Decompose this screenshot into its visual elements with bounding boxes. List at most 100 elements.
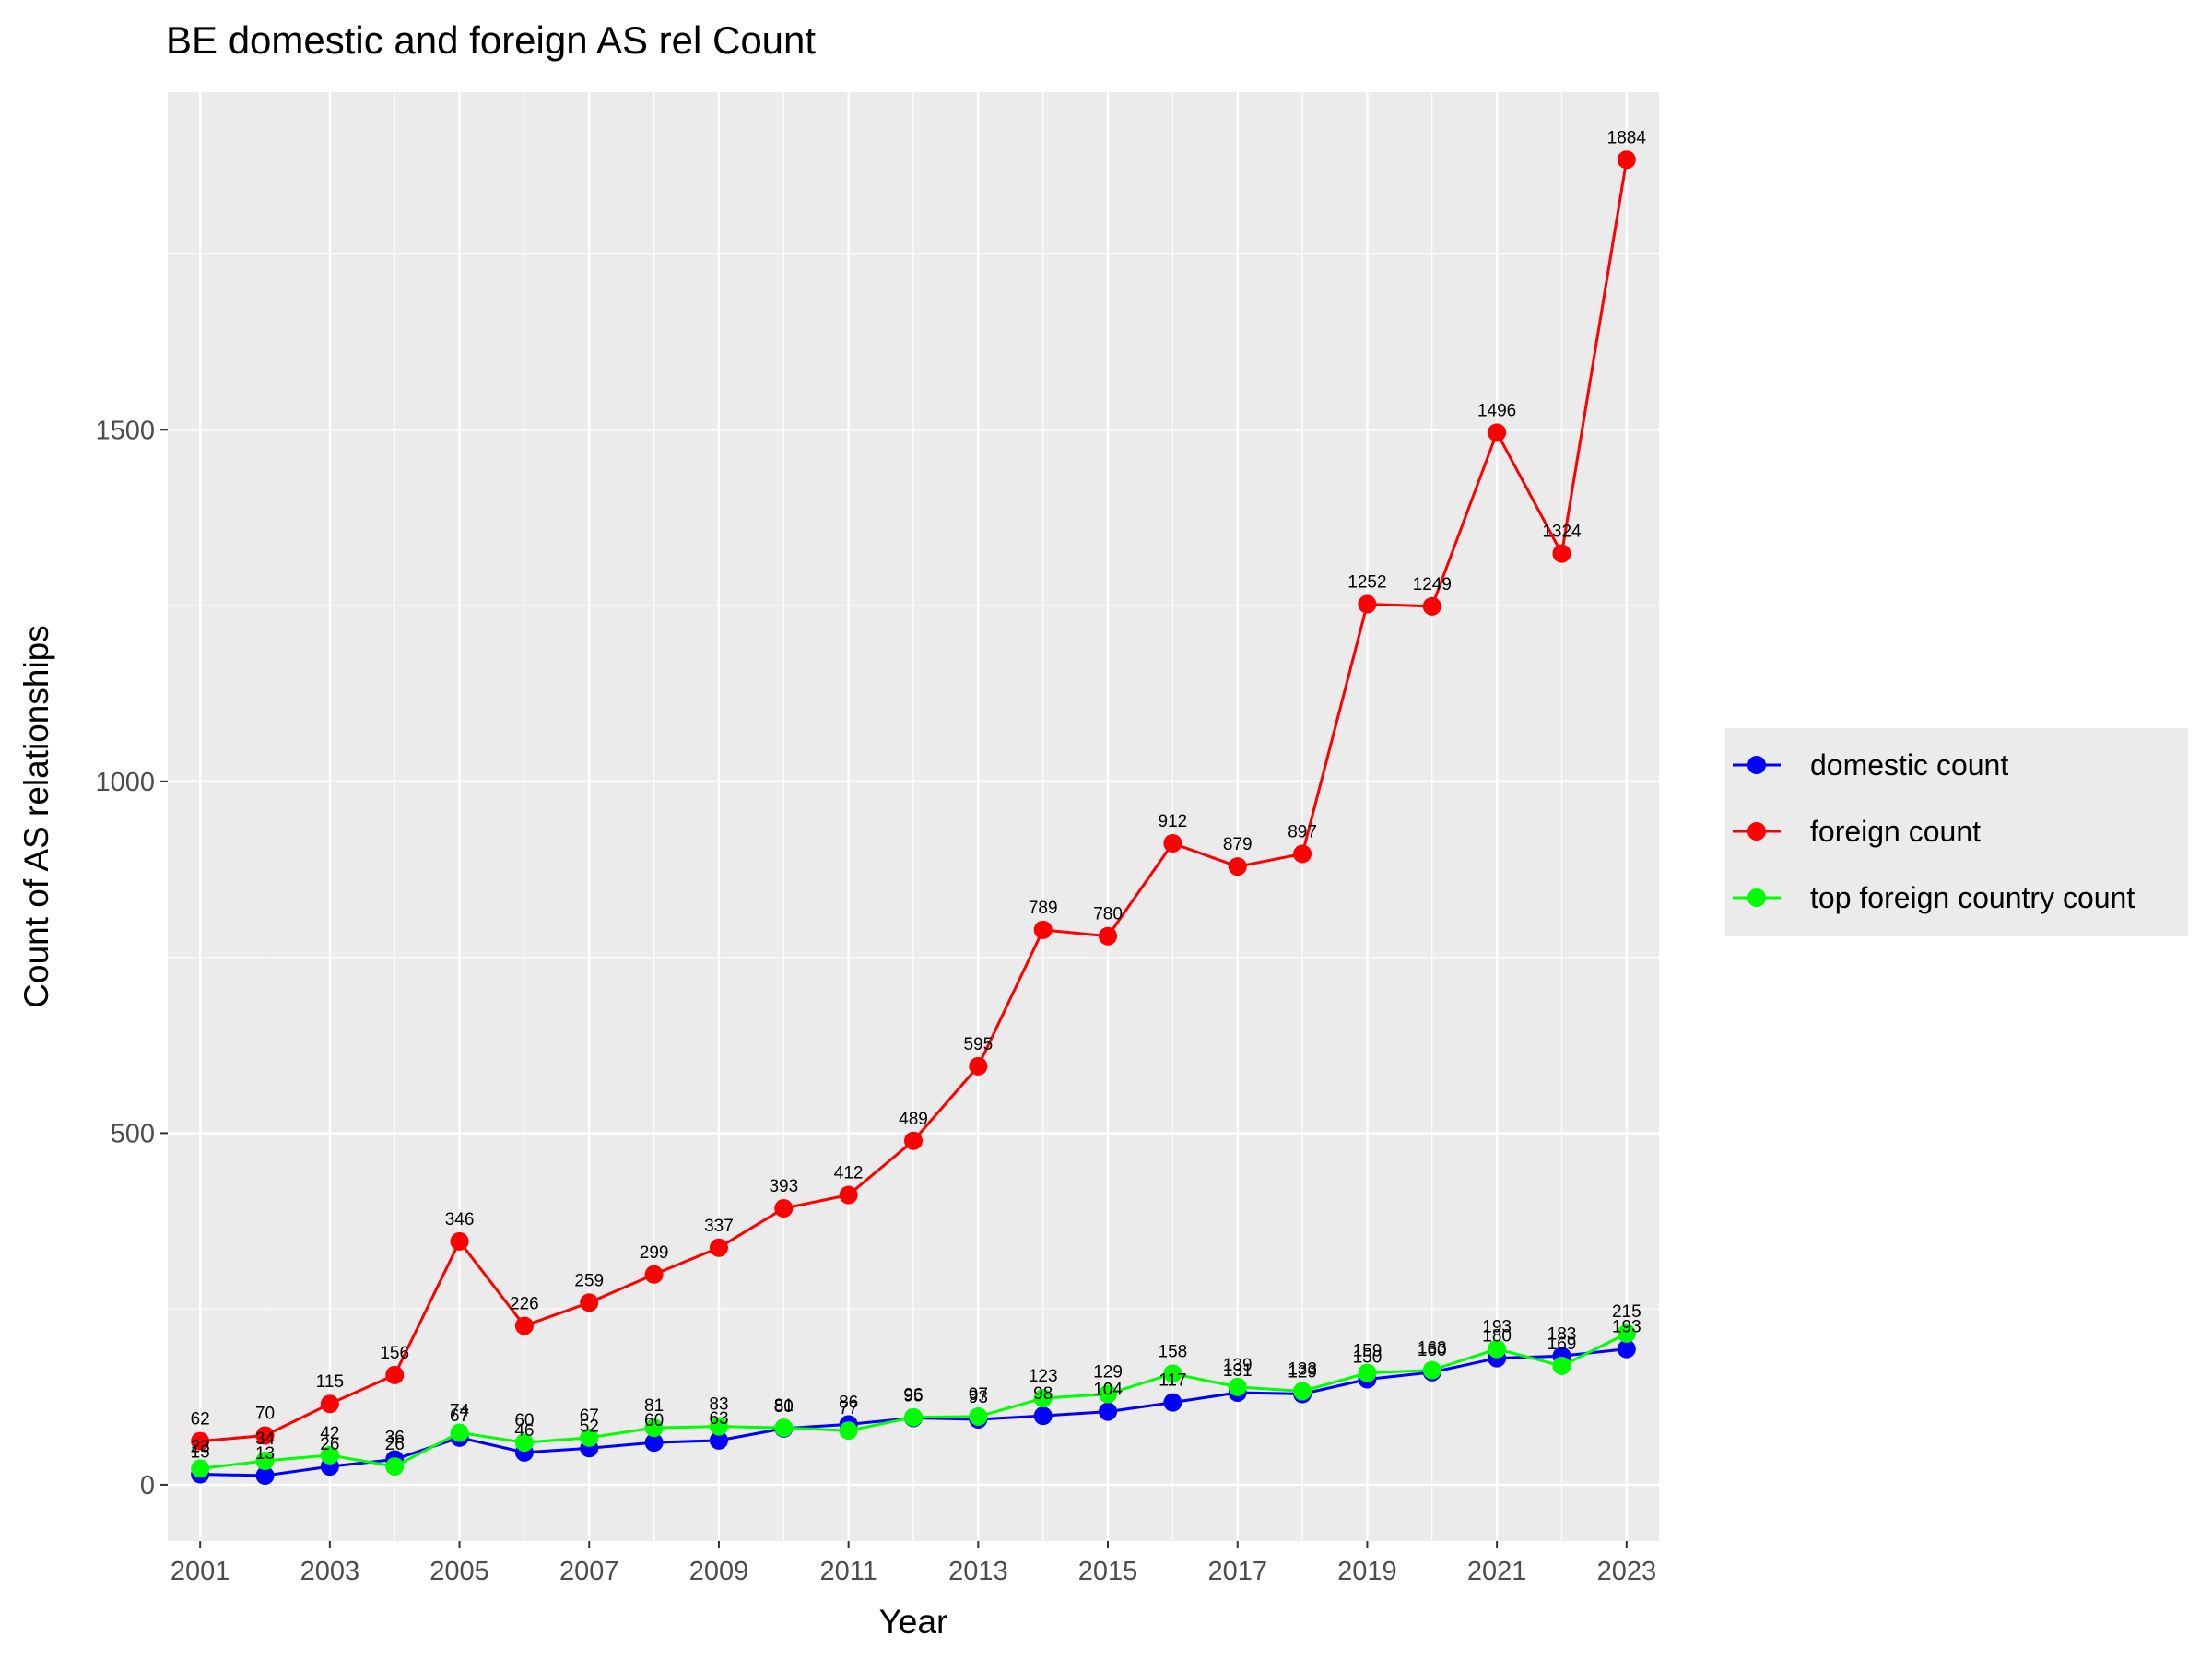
legend-key-point <box>1747 888 1766 907</box>
data-label: 158 <box>1159 1342 1188 1361</box>
data-point <box>969 1406 988 1426</box>
data-label: 139 <box>1223 1356 1253 1375</box>
data-point <box>1358 1363 1377 1382</box>
x-tick-label: 2023 <box>1597 1557 1657 1586</box>
x-tick-label: 2003 <box>300 1557 360 1586</box>
data-point <box>1293 844 1312 864</box>
data-label: 60 <box>514 1411 534 1430</box>
data-label: 1496 <box>1477 401 1516 420</box>
data-label: 789 <box>1029 899 1058 918</box>
x-tick-label: 2017 <box>1207 1557 1267 1586</box>
y-tick-label: 0 <box>140 1471 155 1500</box>
data-point <box>709 1430 728 1450</box>
data-label: 81 <box>774 1396 794 1416</box>
data-point <box>580 1428 599 1447</box>
data-point <box>1099 1384 1118 1404</box>
data-label: 81 <box>644 1396 664 1416</box>
data-point <box>904 1407 923 1427</box>
data-label: 98 <box>1033 1384 1053 1404</box>
data-label: 183 <box>1547 1324 1577 1344</box>
data-point <box>1617 150 1636 170</box>
data-label: 346 <box>445 1210 475 1230</box>
data-label: 489 <box>899 1110 928 1129</box>
data-label: 1884 <box>1607 128 1647 147</box>
data-point <box>385 1365 405 1384</box>
y-axis-title: Count of AS relationships <box>18 625 55 1007</box>
data-point <box>1552 1356 1571 1375</box>
grid-minor <box>168 92 1659 1541</box>
data-label: 160 <box>1418 1341 1447 1360</box>
data-point <box>1033 1406 1053 1426</box>
data-label: 96 <box>903 1386 923 1406</box>
data-point <box>774 1199 794 1218</box>
data-point <box>1033 1389 1053 1408</box>
data-point <box>644 1433 664 1453</box>
data-label: 36 <box>385 1428 405 1447</box>
data-label: 169 <box>1547 1335 1577 1354</box>
data-label: 86 <box>839 1393 858 1412</box>
data-label: 67 <box>450 1406 469 1426</box>
data-point <box>514 1316 534 1335</box>
data-label: 215 <box>1612 1302 1641 1322</box>
data-label: 912 <box>1159 812 1188 831</box>
data-point <box>255 1466 275 1486</box>
data-label: 226 <box>510 1294 539 1313</box>
data-label: 393 <box>769 1177 798 1196</box>
data-label: 13 <box>255 1444 275 1464</box>
legend-key-point <box>1747 822 1766 841</box>
data-point <box>774 1418 794 1438</box>
data-point <box>514 1433 534 1453</box>
series-layer <box>191 150 1636 1486</box>
data-label: 131 <box>1223 1361 1253 1381</box>
data-point <box>1358 594 1377 614</box>
data-point <box>839 1421 858 1441</box>
legend-label: foreign count <box>1810 815 1981 848</box>
data-point <box>1617 1339 1636 1359</box>
data-label: 163 <box>1418 1339 1447 1359</box>
data-label: 159 <box>1353 1342 1382 1361</box>
data-label: 83 <box>709 1395 728 1415</box>
y-tick-label: 1500 <box>95 416 155 445</box>
data-label: 60 <box>644 1411 664 1430</box>
data-label: 129 <box>1288 1363 1317 1382</box>
data-label: 595 <box>963 1035 993 1054</box>
data-label: 879 <box>1223 835 1253 854</box>
data-label: 156 <box>380 1344 409 1363</box>
data-point <box>839 1185 858 1205</box>
data-label: 129 <box>1093 1363 1123 1382</box>
data-point <box>385 1457 405 1477</box>
data-label: 1324 <box>1542 523 1582 542</box>
data-point <box>1163 1364 1182 1383</box>
data-label: 80 <box>774 1397 794 1417</box>
data-point <box>1228 857 1247 877</box>
data-point <box>644 1418 664 1438</box>
data-point <box>191 1431 210 1451</box>
x-tick-label: 2015 <box>1078 1557 1138 1586</box>
data-label: 104 <box>1093 1381 1123 1400</box>
data-point <box>320 1445 339 1465</box>
data-label: 77 <box>839 1399 858 1418</box>
data-point <box>1488 1339 1507 1359</box>
data-label: 897 <box>1288 822 1317 841</box>
data-label: 150 <box>1353 1347 1382 1367</box>
data-label: 62 <box>191 1410 210 1430</box>
data-point <box>1033 920 1053 939</box>
legend-background <box>1725 728 2188 936</box>
data-point <box>969 1056 988 1076</box>
data-label: 193 <box>1482 1318 1512 1337</box>
data-point <box>1099 1402 1118 1421</box>
x-axis-title: Year <box>879 1603 948 1641</box>
data-point <box>1163 1393 1182 1412</box>
data-point <box>450 1423 469 1442</box>
data-point <box>255 1426 275 1445</box>
x-tick-label: 2021 <box>1467 1557 1527 1586</box>
data-label: 67 <box>580 1406 599 1426</box>
data-point <box>1552 544 1571 563</box>
data-point <box>904 1131 923 1150</box>
x-tick-label: 2005 <box>429 1557 489 1586</box>
data-label: 63 <box>709 1409 728 1429</box>
data-label: 337 <box>704 1217 734 1236</box>
data-point <box>255 1452 275 1471</box>
